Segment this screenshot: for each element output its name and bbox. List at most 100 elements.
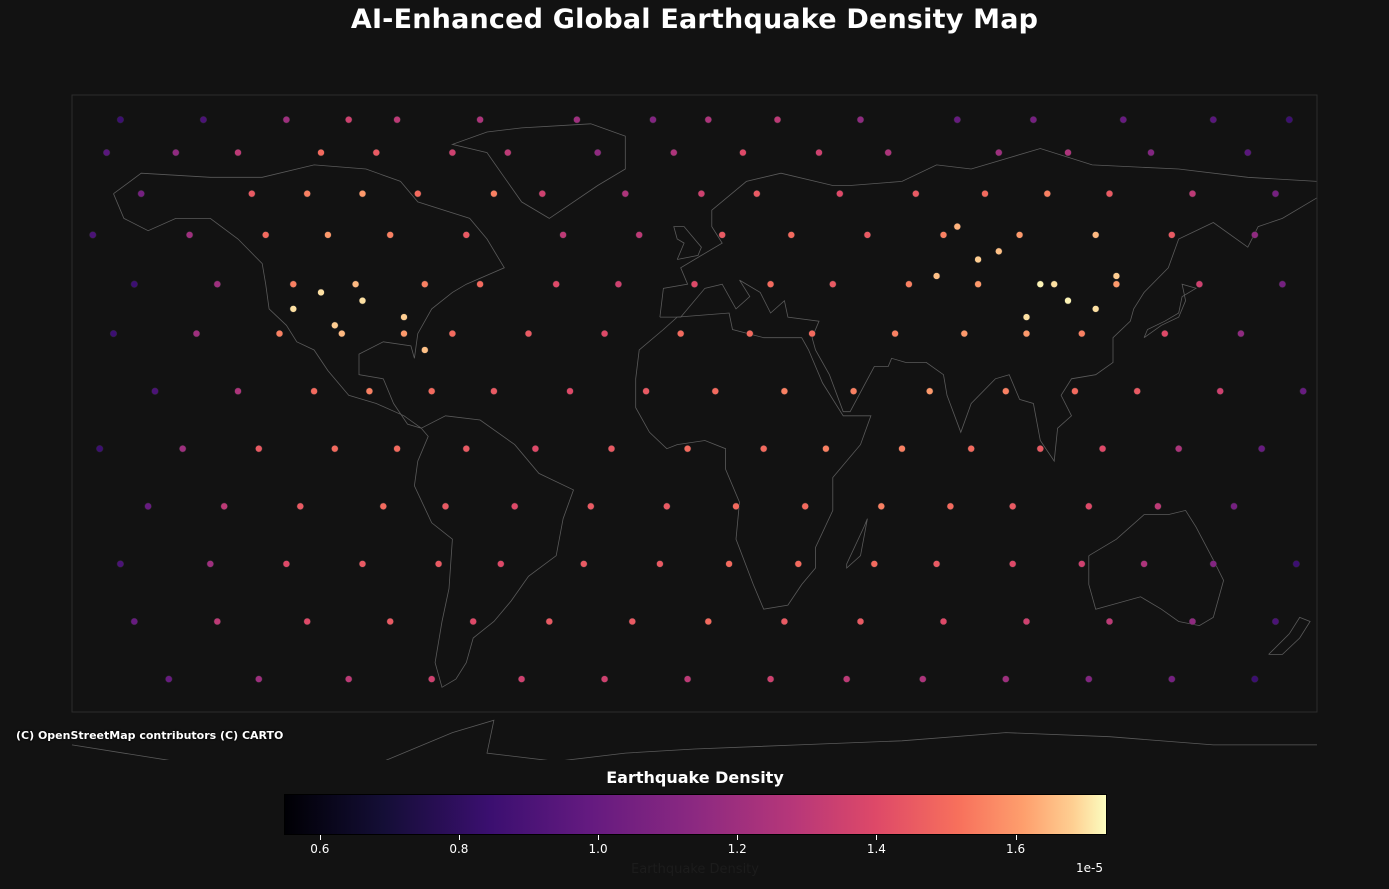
earthquake-point [932, 560, 941, 568]
earthquake-point [462, 231, 470, 239]
earthquake-point [296, 502, 304, 510]
earthquake-point [96, 445, 104, 453]
earthquake-point [780, 617, 789, 626]
earthquake-point [829, 280, 837, 288]
earthquake-point [386, 231, 394, 239]
australia-outline [1088, 509, 1225, 627]
earthquake-point [1133, 387, 1141, 395]
earthquake-point [517, 675, 526, 683]
colorbar-tick [876, 835, 878, 840]
earthquake-point [932, 272, 941, 280]
earthquake-point [1050, 280, 1058, 288]
earthquake-point [545, 617, 553, 626]
map-canvas[interactable] [0, 0, 1389, 760]
earthquake-point [1244, 148, 1252, 157]
earthquake-point [1043, 190, 1051, 198]
earthquake-point [1292, 560, 1300, 568]
earthquake-point [877, 502, 885, 510]
earthquake-point [815, 148, 823, 157]
earthquake-point [1078, 560, 1086, 568]
earthquake-point [116, 116, 125, 124]
earthquake-point [1064, 297, 1072, 305]
earthquake-point [511, 502, 519, 510]
earthquake-point [704, 617, 712, 626]
earthquake-point [345, 675, 353, 683]
earthquake-point [331, 445, 339, 453]
earthquake-point [621, 190, 629, 198]
earthquake-point [773, 116, 782, 124]
earthquake-point [400, 313, 408, 321]
earthquake-point [137, 190, 145, 198]
earthquake-point [670, 148, 678, 157]
earthquake-point [967, 445, 975, 453]
uk-outline [673, 226, 702, 260]
earthquake-point [116, 560, 125, 568]
earthquake-point [856, 617, 865, 626]
earthquake-point [912, 190, 920, 198]
earthquake-point [393, 445, 401, 453]
map-frame [71, 94, 1318, 713]
earthquake-point [317, 148, 325, 157]
earthquake-point [109, 329, 118, 338]
new-zealand-outline [1268, 616, 1311, 655]
earthquake-point [199, 116, 208, 124]
earthquake-point [718, 231, 726, 239]
earthquake-point [497, 560, 505, 568]
earthquake-point [1092, 305, 1100, 313]
earthquake-point [1251, 675, 1259, 683]
earthquake-point [1015, 231, 1024, 239]
earthquake-point [697, 190, 706, 198]
earthquake-point [282, 560, 291, 568]
earthquake-point [538, 190, 546, 198]
colorbar-tick-label: 1.2 [727, 842, 747, 856]
earthquake-point [428, 675, 436, 683]
earthquake-point [1036, 445, 1044, 453]
earthquake-point [1188, 190, 1197, 198]
earthquake-point [144, 502, 152, 510]
earthquake-point [531, 445, 540, 453]
earthquake-point [476, 116, 484, 124]
earthquake-point [739, 148, 747, 157]
earthquake-point [213, 617, 221, 626]
earthquake-point [1237, 329, 1245, 338]
earthquake-point [649, 116, 657, 124]
earthquake-point [974, 255, 982, 264]
earthquake-point [1119, 116, 1127, 124]
earthquake-point [469, 617, 477, 626]
earthquake-point [919, 675, 927, 683]
earthquake-point [704, 116, 712, 124]
madagascar-outline [846, 518, 868, 569]
earthquake-point [1147, 148, 1155, 157]
antarctica-outline [71, 719, 1317, 760]
earthquake-point [338, 329, 346, 338]
earthquake-point [206, 560, 214, 568]
earthquake-point [746, 329, 754, 338]
earthquake-point [393, 116, 401, 124]
greenland-outline [450, 123, 626, 219]
colorbar-tick [737, 835, 739, 840]
earthquake-point [303, 617, 311, 626]
earthquake-point [262, 231, 270, 239]
earthquake-point [587, 502, 595, 510]
colorbar-title: Earthquake Density [606, 768, 784, 787]
earthquake-point [490, 387, 498, 395]
earthquake-point [1085, 675, 1093, 683]
earthquake-point [690, 280, 699, 288]
earthquake-point [995, 247, 1003, 255]
colorbar-exponent-label: 1e-5 [1076, 861, 1103, 875]
earthquake-point [213, 280, 221, 288]
earthquake-point [351, 280, 360, 288]
earthquake-point [504, 148, 512, 157]
earthquake-point [801, 502, 809, 510]
earthquake-point [891, 329, 899, 338]
earthquake-point [179, 445, 187, 453]
earthquake-point [372, 148, 380, 157]
earthquake-point [836, 190, 844, 198]
earthquake-point [787, 231, 795, 239]
earthquake-point [600, 329, 609, 338]
earthquake-point [1168, 231, 1176, 239]
attribution-text: (C) OpenStreetMap contributors (C) CARTO [16, 729, 284, 742]
earthquake-point [1105, 617, 1114, 626]
earthquake-point [656, 560, 664, 568]
